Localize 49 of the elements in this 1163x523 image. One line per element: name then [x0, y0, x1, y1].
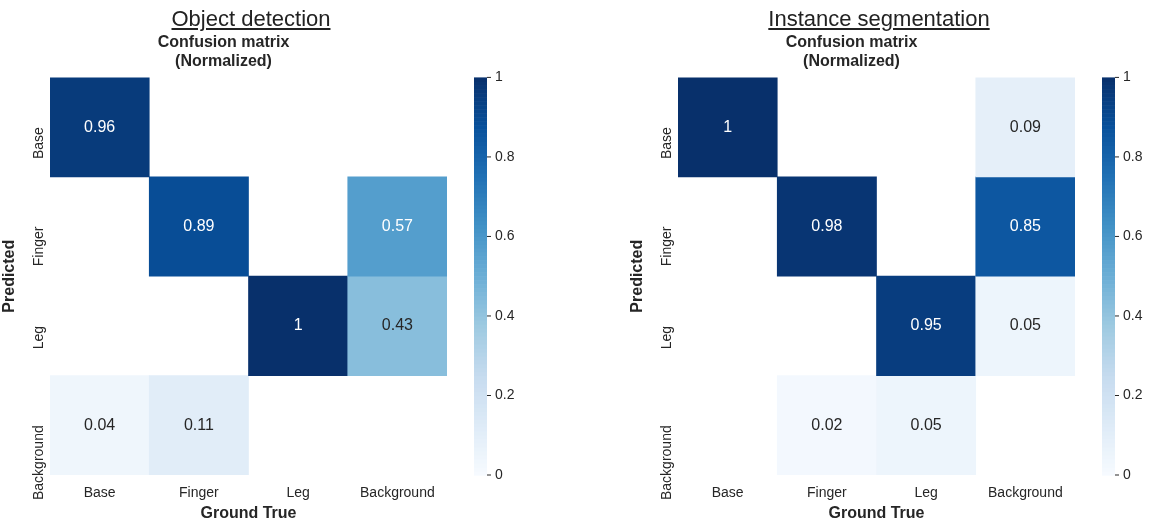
color-bar-label: 0.6 — [495, 227, 515, 244]
data-label: 0.98 — [811, 216, 843, 234]
x-tick-label: Finger — [807, 484, 848, 501]
data-label: 0.89 — [183, 216, 215, 234]
color-bar-label: 0.4 — [495, 306, 515, 323]
data-label: 0.09 — [1009, 117, 1042, 135]
color-bar-label: 0.8 — [1123, 147, 1143, 164]
data-label: 0.04 — [84, 415, 116, 433]
color-bar-label: 0 — [1123, 465, 1131, 482]
color-bar-label: 1 — [495, 68, 503, 85]
data-label: 1 — [723, 117, 733, 135]
data-label: 0.95 — [910, 316, 942, 334]
color-bar-label: 0.8 — [495, 147, 515, 164]
x-axis-title: Ground True — [200, 503, 297, 521]
chart-title: Instance segmentation — [767, 6, 991, 32]
data-label: 0.57 — [381, 216, 414, 234]
x-tick-label: Background — [360, 484, 435, 501]
x-tick-label: Leg — [286, 484, 310, 501]
color-bar-label: 0.6 — [1123, 227, 1143, 244]
color-bar-label: 0.4 — [1123, 306, 1143, 323]
x-tick-label: Leg — [914, 484, 938, 501]
x-axis-title: Ground True — [828, 503, 925, 521]
x-tick-label: Finger — [179, 484, 220, 501]
data-label: 0.05 — [1009, 316, 1042, 334]
y-tick-label: Leg — [29, 325, 46, 350]
chart-title: Object detection — [170, 6, 332, 32]
data-label: 1 — [293, 316, 303, 334]
color-bar-label: 0.2 — [1123, 386, 1143, 403]
data-label: 0.05 — [910, 415, 942, 433]
y-axis-title: Predicted — [628, 239, 646, 313]
data-label: 0.43 — [381, 316, 414, 334]
data-label: 0.02 — [811, 415, 843, 433]
color-bar-label: 1 — [1123, 68, 1131, 85]
y-tick-label: Leg — [657, 325, 674, 350]
x-tick-label: Base — [83, 484, 116, 501]
x-tick-label: Background — [988, 484, 1063, 501]
y-axis-title: Predicted — [0, 239, 18, 313]
data-label: 0.96 — [84, 117, 116, 135]
color-bar-label: 0.2 — [495, 386, 515, 403]
y-tick-label: Base — [29, 126, 46, 160]
color-bar-label: 0 — [495, 465, 503, 482]
y-tick-label: Finger — [657, 226, 674, 267]
x-tick-label: Base — [711, 484, 744, 501]
chart-subtitle: Confusion matrix (Normalized) — [785, 33, 918, 70]
y-tick-label: Base — [657, 126, 674, 160]
chart-subtitle: Confusion matrix (Normalized) — [157, 33, 290, 70]
y-tick-label: Finger — [29, 226, 46, 267]
data-label: 0.85 — [1009, 216, 1042, 234]
data-label: 0.11 — [183, 415, 214, 433]
